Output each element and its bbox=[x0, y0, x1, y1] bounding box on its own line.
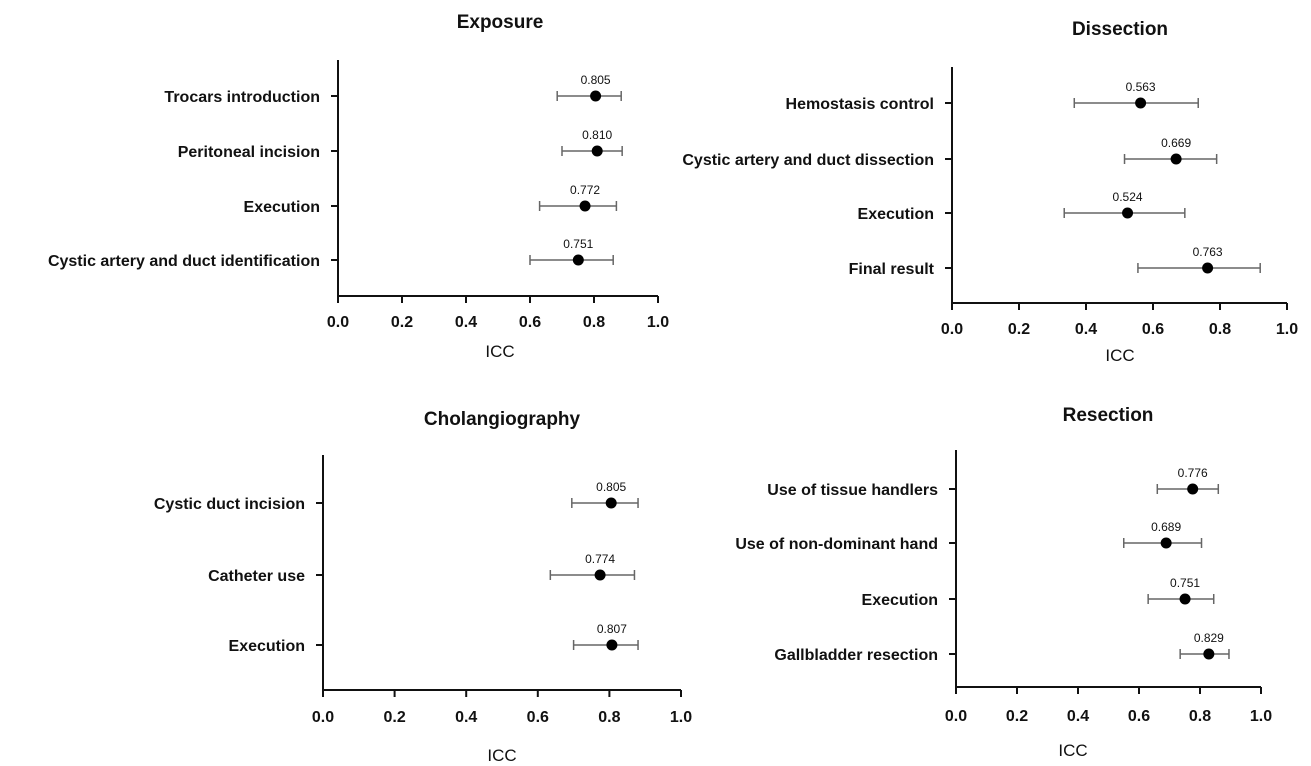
value-label: 0.810 bbox=[582, 128, 612, 142]
value-label: 0.669 bbox=[1161, 136, 1191, 150]
x-tick-label: 0.0 bbox=[327, 314, 349, 331]
icc-point bbox=[1122, 207, 1134, 219]
category-label: Execution bbox=[244, 199, 320, 216]
value-label: 0.807 bbox=[597, 622, 627, 636]
panel-resection: Resection 0.0 0.2 0.4 0.6 0.8 1.0 ICC Use of tis… bbox=[735, 405, 1272, 760]
x-tick-label: 0.4 bbox=[455, 314, 477, 331]
icc-point bbox=[572, 254, 584, 266]
value-label: 0.829 bbox=[1194, 631, 1224, 645]
category-label: Hemostasis control bbox=[786, 96, 934, 113]
category-label: Peritoneal incision bbox=[178, 144, 320, 161]
category-label: Use of tissue handlers bbox=[767, 482, 938, 499]
icc-point bbox=[1187, 483, 1199, 495]
x-tick-label: 1.0 bbox=[1250, 708, 1272, 725]
value-label: 0.751 bbox=[563, 237, 593, 251]
panel-title: Resection bbox=[1063, 405, 1154, 426]
icc-point bbox=[1203, 648, 1215, 660]
x-tick-label: 0.2 bbox=[1008, 321, 1030, 338]
panel-cholangiography: Cholangiography 0.0 0.2 0.4 0.6 0.8 1.0 ICC Cyst… bbox=[154, 409, 692, 765]
x-tick-label: 0.6 bbox=[1142, 321, 1164, 338]
value-label: 0.763 bbox=[1193, 245, 1223, 259]
x-tick-label: 0.2 bbox=[383, 709, 405, 726]
category-label: Cystic artery and duct identification bbox=[48, 253, 320, 270]
x-tick-label: 1.0 bbox=[1276, 321, 1298, 338]
category-label: Cystic duct incision bbox=[154, 496, 305, 513]
category-label: Execution bbox=[862, 592, 938, 609]
x-tick-label: 0.2 bbox=[1006, 708, 1028, 725]
x-axis-label: ICC bbox=[487, 746, 516, 765]
value-label: 0.772 bbox=[570, 183, 600, 197]
x-tick-label: 0.6 bbox=[527, 709, 549, 726]
x-tick-label: 0.0 bbox=[312, 709, 334, 726]
icc-point bbox=[594, 569, 606, 581]
value-label: 0.776 bbox=[1178, 466, 1208, 480]
x-axis-label: ICC bbox=[1058, 741, 1087, 760]
icc-point bbox=[1202, 262, 1214, 274]
category-label: Catheter use bbox=[208, 568, 305, 585]
category-label: Trocars introduction bbox=[164, 89, 320, 106]
x-tick-label: 0.8 bbox=[583, 314, 605, 331]
x-tick-label: 0.4 bbox=[1067, 708, 1089, 725]
icc-point bbox=[606, 639, 618, 651]
icc-point bbox=[1179, 593, 1191, 605]
category-label: Use of non-dominant hand bbox=[735, 536, 938, 553]
category-label: Execution bbox=[229, 638, 305, 655]
category-label: Execution bbox=[858, 206, 934, 223]
category-label: Cystic artery and duct dissection bbox=[682, 152, 934, 169]
x-tick-label: 0.2 bbox=[391, 314, 413, 331]
value-label: 0.774 bbox=[585, 552, 615, 566]
value-label: 0.805 bbox=[581, 73, 611, 87]
x-tick-label: 0.8 bbox=[1209, 321, 1231, 338]
icc-point bbox=[1170, 153, 1182, 165]
x-tick-label: 0.8 bbox=[598, 709, 620, 726]
panel-title: Exposure bbox=[457, 12, 544, 33]
x-tick-label: 1.0 bbox=[670, 709, 692, 726]
value-label: 0.563 bbox=[1126, 80, 1156, 94]
x-tick-label: 1.0 bbox=[647, 314, 669, 331]
x-tick-label: 0.6 bbox=[1128, 708, 1150, 725]
icc-point bbox=[579, 200, 591, 212]
value-label: 0.805 bbox=[596, 480, 626, 494]
x-tick-label: 0.0 bbox=[945, 708, 967, 725]
icc-point bbox=[1160, 537, 1172, 549]
value-label: 0.524 bbox=[1113, 190, 1143, 204]
x-tick-label: 0.6 bbox=[519, 314, 541, 331]
category-label: Gallbladder resection bbox=[774, 647, 938, 664]
panel-exposure: Exposure 0.0 0.2 0.4 0.6 0.8 1.0 ICC Trocars int… bbox=[48, 12, 669, 361]
panel-dissection: Dissection 0.0 0.2 0.4 0.6 0.8 1.0 ICC Hemostasi… bbox=[682, 19, 1298, 365]
x-tick-label: 0.8 bbox=[1189, 708, 1211, 725]
value-label: 0.689 bbox=[1151, 520, 1181, 534]
value-label: 0.751 bbox=[1170, 576, 1200, 590]
icc-point bbox=[1135, 97, 1147, 109]
category-label: Final result bbox=[849, 261, 935, 278]
x-tick-label: 0.4 bbox=[1075, 321, 1097, 338]
panel-title: Cholangiography bbox=[424, 409, 581, 430]
icc-point bbox=[590, 90, 602, 102]
x-tick-label: 0.0 bbox=[941, 321, 963, 338]
x-axis-label: ICC bbox=[485, 342, 514, 361]
x-axis-label: ICC bbox=[1105, 346, 1134, 365]
panel-title: Dissection bbox=[1072, 19, 1168, 40]
icc-point bbox=[605, 497, 617, 509]
x-tick-label: 0.4 bbox=[455, 709, 477, 726]
icc-point bbox=[591, 145, 603, 157]
